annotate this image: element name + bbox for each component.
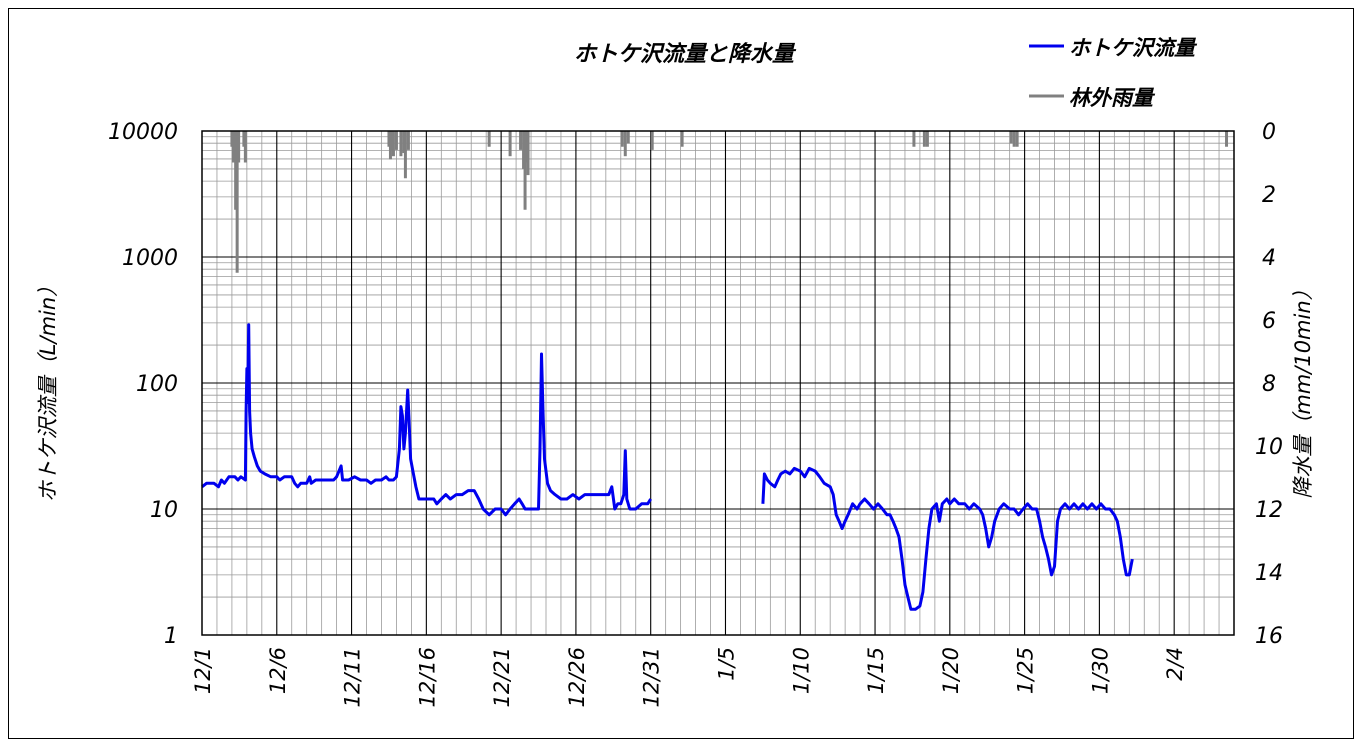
x-tick-label: 12/16	[415, 647, 439, 708]
rain-bar	[399, 131, 403, 157]
rain-bar	[394, 131, 398, 150]
chart-title: ホトケ沢流量と降水量	[574, 42, 797, 67]
y2-tick-label: 14	[1255, 561, 1283, 586]
rain-bar	[526, 131, 530, 176]
x-tick-label: 1/15	[864, 647, 888, 694]
rain-bar	[403, 131, 407, 179]
x-tick-label: 12/11	[341, 647, 365, 708]
y-tick-label: 10	[150, 498, 178, 523]
y2-ticks: 0 2 4 6 8 10 12 14 16	[1255, 120, 1283, 649]
y-ticks: 10000 1000 100 10 1	[108, 120, 178, 649]
rain-bar	[620, 131, 624, 147]
x-tick-label: 1/30	[1088, 647, 1112, 694]
flow-series-line	[201, 323, 652, 517]
x-tick-label: 2/4	[1163, 647, 1187, 681]
flow-series-line	[761, 466, 1134, 611]
plot-border	[201, 130, 1235, 636]
legend-label-flow: ホトケ沢流量	[1069, 36, 1198, 60]
x-ticks: 12/1 12/6 12/11 12/16 12/21 12/26 12/31 1/5 1/10…	[191, 647, 1187, 708]
y-tick-label: 1	[164, 624, 178, 649]
rain-bar	[508, 131, 512, 157]
x-tick-label: 12/1	[191, 647, 215, 694]
grid-major	[202, 131, 1234, 635]
rain-bar	[1009, 131, 1013, 144]
y2-axis-label: 降水量（mm/10min）	[1291, 279, 1315, 498]
y2-tick-label: 0	[1262, 120, 1276, 145]
y-tick-label: 100	[136, 372, 178, 397]
y-tick-label: 10000	[108, 120, 178, 145]
y2-tick-label: 12	[1255, 498, 1283, 523]
x-tick-label: 1/10	[789, 647, 813, 694]
rain-bar	[912, 131, 916, 147]
rain-bar	[925, 131, 929, 147]
rain-bar	[243, 131, 247, 163]
y2-tick-label: 8	[1262, 372, 1276, 397]
legend: ホトケ沢流量 林外雨量	[1029, 36, 1198, 110]
rain-bar	[1012, 131, 1016, 147]
y2-tick-label: 16	[1255, 624, 1283, 649]
x-tick-label: 1/5	[714, 647, 738, 681]
y2-tick-label: 10	[1255, 435, 1283, 460]
rain-bar	[650, 131, 654, 150]
x-tick-label: 1/20	[939, 647, 963, 694]
y2-tick-label: 2	[1262, 183, 1276, 208]
flow-lines	[201, 323, 1134, 611]
rain-bar	[1225, 131, 1229, 147]
rain-bar	[487, 131, 491, 147]
rain-bar	[391, 131, 395, 157]
y-axis-label: ホトケ沢流量（L/min）	[36, 276, 60, 502]
x-tick-label: 12/26	[565, 647, 589, 708]
rain-bar	[680, 131, 684, 147]
x-tick-label: 12/21	[490, 647, 514, 708]
rain-bar	[519, 131, 523, 150]
x-tick-label: 1/25	[1014, 647, 1038, 694]
rain-bar	[623, 131, 627, 157]
rain-bar	[626, 131, 630, 144]
rain-bar	[1015, 131, 1019, 147]
rain-bar	[523, 131, 527, 210]
y-tick-label: 1000	[122, 246, 178, 271]
rain-bar	[406, 131, 410, 150]
rain-bar	[922, 131, 926, 147]
x-tick-label: 12/6	[266, 647, 290, 694]
rain-bar	[237, 131, 241, 163]
legend-label-rain: 林外雨量	[1069, 86, 1156, 110]
x-tick-label: 12/31	[640, 647, 664, 708]
y2-tick-label: 4	[1262, 246, 1276, 271]
y2-tick-label: 6	[1262, 309, 1276, 334]
rain-bar	[235, 131, 239, 273]
chart-frame: 10000 1000 100 10 1 0 2 4 6 8 10 12 14 16 12/1 12/6 12…	[8, 8, 1354, 739]
rain-bars	[230, 131, 1229, 273]
